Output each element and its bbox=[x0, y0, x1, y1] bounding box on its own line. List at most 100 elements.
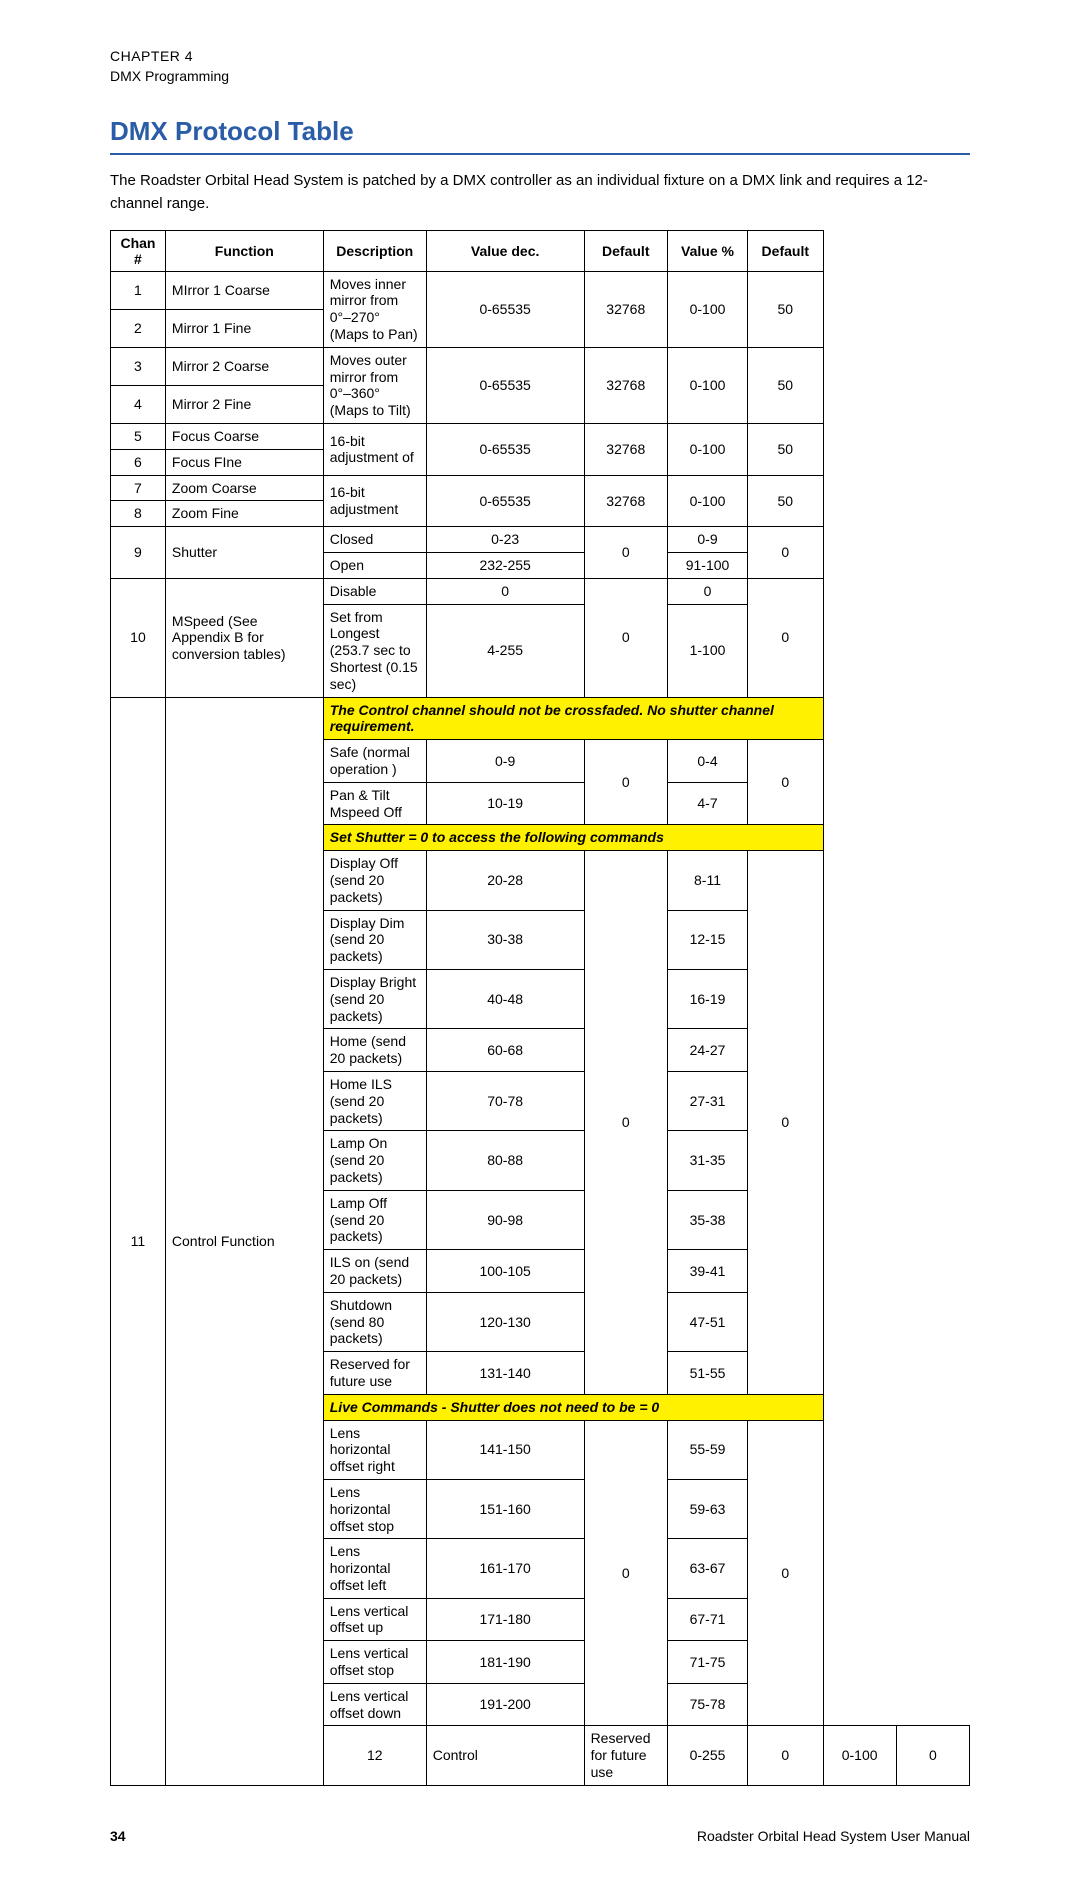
cell-vpct: 0 bbox=[667, 578, 747, 604]
cell-vpct: 0-100 bbox=[667, 271, 747, 347]
cell-def1: 0 bbox=[584, 1420, 667, 1726]
cell-desc: Lens horizontal offset stop bbox=[323, 1479, 426, 1538]
cell-vdec: 0 bbox=[426, 578, 584, 604]
cell-vpct: 24-27 bbox=[667, 1029, 747, 1072]
cell-def2: 0 bbox=[896, 1726, 969, 1785]
cell-vpct: 35-38 bbox=[667, 1190, 747, 1249]
cell-vdec: 70-78 bbox=[426, 1071, 584, 1130]
cell-vpct: 12-15 bbox=[667, 910, 747, 969]
cell-vpct: 0-100 bbox=[667, 347, 747, 423]
cell-desc: Moves outer mirror from 0°–360° (Maps to… bbox=[323, 347, 426, 423]
cell-vpct: 39-41 bbox=[667, 1250, 747, 1293]
cell-desc: Lamp On (send 20 packets) bbox=[323, 1131, 426, 1190]
cell-def1: 32768 bbox=[584, 347, 667, 423]
cell-note: Live Commands - Shutter does not need to… bbox=[323, 1394, 823, 1420]
cell-vdec: 0-23 bbox=[426, 527, 584, 553]
cell-vdec: 232-255 bbox=[426, 553, 584, 579]
cell-desc: Reserved for future use bbox=[584, 1726, 667, 1785]
col-vdec: Value dec. bbox=[426, 230, 584, 271]
table-row: 3 Mirror 2 Coarse Moves outer mirror fro… bbox=[111, 347, 970, 385]
cell-vdec: 151-160 bbox=[426, 1479, 584, 1538]
cell-desc: Closed bbox=[323, 527, 426, 553]
cell-desc: Pan & Tilt Mspeed Off bbox=[323, 782, 426, 825]
intro-text: The Roadster Orbital Head System is patc… bbox=[110, 169, 970, 216]
cell-desc: Shutdown (send 80 packets) bbox=[323, 1292, 426, 1351]
cell-def2: 0 bbox=[748, 740, 823, 825]
cell-desc: Lens vertical offset down bbox=[323, 1683, 426, 1726]
cell-desc: Lens vertical offset up bbox=[323, 1598, 426, 1641]
cell-vdec: 80-88 bbox=[426, 1131, 584, 1190]
manual-title: Roadster Orbital Head System User Manual bbox=[697, 1828, 970, 1844]
cell-chan: 6 bbox=[111, 449, 166, 475]
page-footer: 34 Roadster Orbital Head System User Man… bbox=[110, 1828, 970, 1844]
table-row: 7 Zoom Coarse 16-bit adjustment 0-65535 … bbox=[111, 475, 970, 501]
cell-chan: 2 bbox=[111, 309, 166, 347]
cell-desc: Display Dim (send 20 packets) bbox=[323, 910, 426, 969]
cell-desc: Moves inner mirror from 0°–270° (Maps to… bbox=[323, 271, 426, 347]
cell-func: Mirror 2 Coarse bbox=[165, 347, 323, 385]
cell-def1: 0 bbox=[584, 578, 667, 697]
cell-def1: 0 bbox=[584, 851, 667, 1395]
cell-vpct: 91-100 bbox=[667, 553, 747, 579]
cell-def1: 32768 bbox=[584, 475, 667, 527]
col-func: Function bbox=[165, 230, 323, 271]
cell-vpct: 67-71 bbox=[667, 1598, 747, 1641]
cell-def2: 50 bbox=[748, 271, 823, 347]
cell-func: Zoom Fine bbox=[165, 501, 323, 527]
cell-desc: ILS on (send 20 packets) bbox=[323, 1250, 426, 1293]
cell-vdec: 0-255 bbox=[667, 1726, 747, 1785]
col-desc: Description bbox=[323, 230, 426, 271]
col-vpct: Value % bbox=[667, 230, 747, 271]
cell-vdec: 191-200 bbox=[426, 1683, 584, 1726]
cell-vdec: 181-190 bbox=[426, 1641, 584, 1684]
cell-desc: Set from Longest (253.7 sec to Shortest … bbox=[323, 604, 426, 697]
cell-vdec: 30-38 bbox=[426, 910, 584, 969]
table-row: 5 Focus Coarse 16-bit adjustment of 0-65… bbox=[111, 424, 970, 450]
cell-chan: 8 bbox=[111, 501, 166, 527]
cell-func: Control Function bbox=[165, 697, 323, 1785]
cell-vdec: 100-105 bbox=[426, 1250, 584, 1293]
cell-vpct: 0-100 bbox=[823, 1726, 896, 1785]
cell-vpct: 8-11 bbox=[667, 851, 747, 910]
cell-func: Mirror 2 Fine bbox=[165, 385, 323, 423]
cell-vpct: 0-9 bbox=[667, 527, 747, 553]
cell-def2: 0 bbox=[748, 851, 823, 1395]
cell-func: Control bbox=[426, 1726, 584, 1785]
cell-desc: Safe (normal operation ) bbox=[323, 740, 426, 783]
chapter-label: CHAPTER 4 bbox=[110, 48, 970, 64]
table-row: 1 MIrror 1 Coarse Moves inner mirror fro… bbox=[111, 271, 970, 309]
cell-chan: 12 bbox=[323, 1726, 426, 1785]
cell-vdec: 0-65535 bbox=[426, 424, 584, 476]
cell-desc: Lens vertical offset stop bbox=[323, 1641, 426, 1684]
cell-vpct: 31-35 bbox=[667, 1131, 747, 1190]
cell-desc: Lens horizontal offset left bbox=[323, 1539, 426, 1598]
cell-vdec: 20-28 bbox=[426, 851, 584, 910]
cell-vdec: 0-9 bbox=[426, 740, 584, 783]
cell-desc: 16-bit adjustment of bbox=[323, 424, 426, 476]
cell-func: Zoom Coarse bbox=[165, 475, 323, 501]
cell-vdec: 90-98 bbox=[426, 1190, 584, 1249]
cell-vdec: 161-170 bbox=[426, 1539, 584, 1598]
cell-chan: 1 bbox=[111, 271, 166, 309]
table-row-highlight: 11 Control Function The Control channel … bbox=[111, 697, 970, 740]
cell-note: Set Shutter = 0 to access the following … bbox=[323, 825, 823, 851]
cell-chan: 9 bbox=[111, 527, 166, 579]
cell-desc: Display Bright (send 20 packets) bbox=[323, 969, 426, 1028]
cell-def1: 0 bbox=[584, 527, 667, 579]
col-chan: Chan # bbox=[111, 230, 166, 271]
cell-vdec: 141-150 bbox=[426, 1420, 584, 1479]
cell-vpct: 0-100 bbox=[667, 475, 747, 527]
page-number: 34 bbox=[110, 1828, 126, 1844]
cell-def2: 50 bbox=[748, 347, 823, 423]
cell-vpct: 0-4 bbox=[667, 740, 747, 783]
cell-chan: 11 bbox=[111, 697, 166, 1785]
cell-desc: Open bbox=[323, 553, 426, 579]
cell-desc: Lens horizontal offset right bbox=[323, 1420, 426, 1479]
col-def1: Default bbox=[584, 230, 667, 271]
cell-def2: 0 bbox=[748, 527, 823, 579]
cell-func: Shutter bbox=[165, 527, 323, 579]
cell-chan: 3 bbox=[111, 347, 166, 385]
table-row: 9 Shutter Closed 0-23 0 0-9 0 bbox=[111, 527, 970, 553]
section-label: DMX Programming bbox=[110, 68, 970, 84]
cell-func: Focus Coarse bbox=[165, 424, 323, 450]
